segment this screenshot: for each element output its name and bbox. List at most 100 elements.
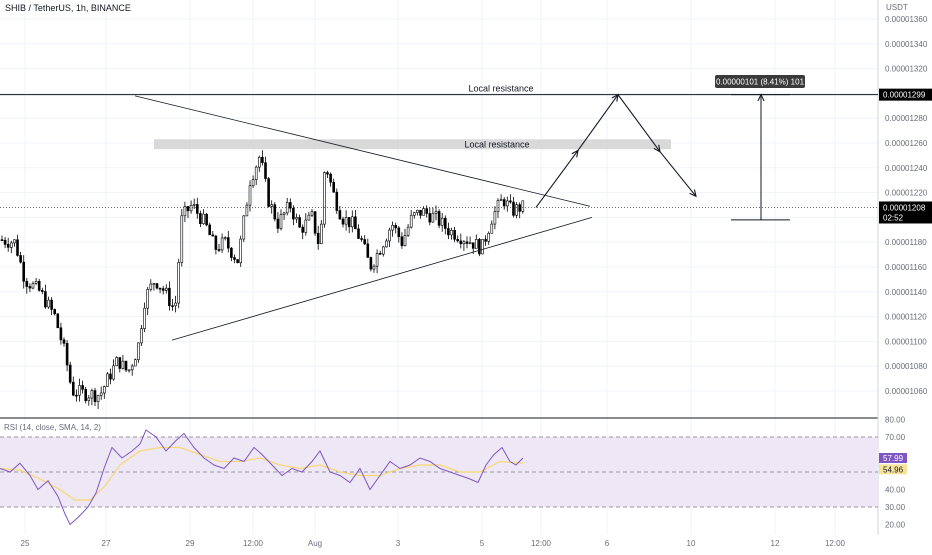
- candle-body: [310, 211, 314, 216]
- candle-body: [40, 290, 44, 292]
- candle-body: [93, 390, 97, 402]
- candle-body: [453, 229, 456, 240]
- time-tick: 10: [687, 539, 696, 548]
- candle-body: [447, 228, 450, 236]
- candle-body: [68, 364, 72, 383]
- candle-body: [329, 173, 332, 183]
- candle-body: [440, 217, 444, 226]
- candle-body: [450, 229, 453, 236]
- candle-body: [257, 156, 261, 168]
- rsi-tick: 20.00: [885, 521, 906, 530]
- candle-body: [143, 307, 146, 329]
- candle-body: [490, 223, 494, 234]
- candle-body: [81, 385, 84, 390]
- candle-body: [124, 360, 128, 371]
- measure-label-bg: [715, 75, 805, 88]
- candle-body: [456, 238, 460, 242]
- candle-body: [273, 204, 277, 220]
- rsi-tick: 40.00: [885, 486, 906, 495]
- rsi-band: [0, 437, 878, 507]
- candle-body: [127, 369, 131, 372]
- candle-body: [254, 166, 258, 180]
- candle-body: [437, 211, 441, 226]
- candle-body: [202, 213, 205, 224]
- candle-body: [372, 265, 376, 270]
- resistance-price-badge: [879, 88, 932, 101]
- candle-body: [155, 283, 159, 289]
- candle-body: [10, 242, 13, 248]
- projection-arrow-head: [689, 189, 697, 198]
- candle-body: [496, 200, 500, 212]
- triangle-upper-line: [134, 95, 591, 207]
- candle-body: [205, 213, 208, 226]
- rsi-tick: 70.00: [885, 433, 906, 442]
- candle-body: [282, 212, 286, 215]
- candle-body: [180, 215, 184, 263]
- candle-body: [140, 328, 143, 344]
- candle-body: [416, 209, 419, 213]
- candle-body: [319, 223, 323, 245]
- time-tick: 29: [186, 539, 195, 548]
- rsi-indicator-label[interactable]: RSI (14, close, SMA, 14, 2): [4, 423, 101, 432]
- candle-body: [338, 210, 342, 220]
- candle-body: [47, 299, 50, 308]
- candle-body: [233, 257, 236, 260]
- candle-body: [443, 217, 447, 229]
- candle-body: [397, 227, 401, 238]
- rsi-axis: 80.00 70.00 40.00 30.00 20.00 57.99 54.96: [879, 416, 907, 530]
- candle-body: [72, 381, 75, 396]
- time-tick: 27: [102, 539, 111, 548]
- candle-body: [471, 242, 475, 249]
- currency-label: USDT: [886, 3, 908, 12]
- candle-body: [62, 339, 66, 344]
- candle-body: [137, 342, 140, 361]
- candle-body: [196, 204, 199, 214]
- time-tick: 25: [21, 539, 30, 548]
- candle-body: [332, 181, 336, 193]
- candle-body: [400, 236, 404, 246]
- time-axis: 25 27 29 12:00 Aug 3 5 12:00 6 10 12 12:00: [21, 539, 846, 548]
- candle-body: [481, 239, 484, 255]
- rsi-tick: 80.00: [885, 416, 906, 425]
- candle-body: [189, 204, 193, 212]
- candle-body: [211, 234, 215, 237]
- projection-path: [535, 93, 697, 208]
- candle-body: [208, 224, 211, 236]
- candle-body: [109, 373, 112, 380]
- candle-body: [174, 302, 177, 307]
- time-tick: 12:00: [243, 539, 264, 548]
- candle-body: [363, 239, 367, 245]
- price-axis: 0.00001360 0.00001340 0.00001320 0.00001280…: [879, 15, 932, 396]
- candle-body: [502, 199, 506, 207]
- candle-body: [385, 240, 388, 248]
- candle-body: [307, 214, 311, 221]
- candle-body: [34, 281, 38, 284]
- candle-body: [484, 239, 487, 242]
- candle-body: [521, 200, 525, 212]
- candle-body: [183, 206, 187, 217]
- candle-body: [425, 208, 429, 214]
- candle-body: [391, 225, 394, 231]
- candle-body: [223, 237, 227, 239]
- candle-body: [378, 253, 382, 255]
- price-tick: 0.00001120: [885, 313, 927, 322]
- time-tick: 12: [771, 539, 780, 548]
- candle-body: [242, 215, 246, 240]
- candle-body: [87, 397, 91, 401]
- price-tick: 0.00001320: [885, 65, 928, 74]
- candle-body: [326, 172, 329, 175]
- candle-body: [295, 217, 298, 220]
- candle-body: [422, 208, 425, 216]
- candle-body: [16, 239, 19, 256]
- price-tick: 0.00001240: [885, 164, 928, 173]
- rsi-value-text: 57.99: [883, 454, 904, 463]
- candle-body: [90, 390, 94, 399]
- candle-body: [192, 204, 196, 206]
- candle-body: [3, 239, 7, 245]
- candle-body: [227, 237, 230, 249]
- candle-body: [6, 244, 10, 248]
- candle-body: [149, 283, 153, 290]
- rsi-tick: 30.00: [885, 503, 906, 512]
